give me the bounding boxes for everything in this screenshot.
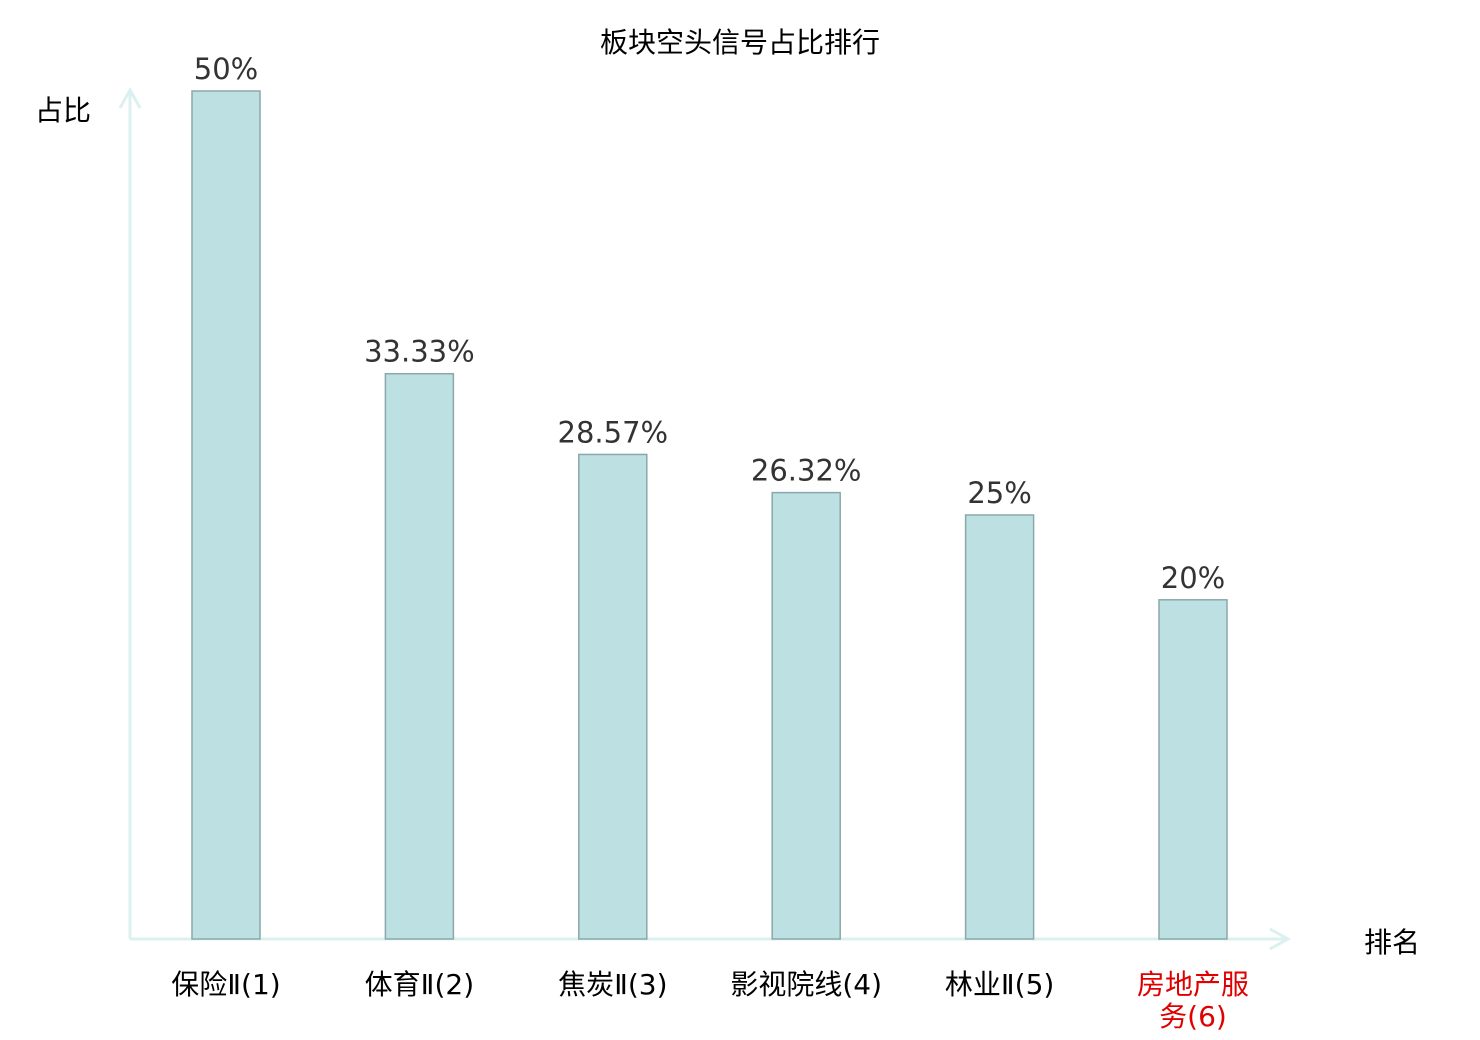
data-label: 25% <box>967 476 1031 510</box>
data-label: 50% <box>194 52 258 86</box>
bar <box>384 372 455 940</box>
x-tick-label: 影视院线(4) <box>730 968 882 1001</box>
x-axis-arrow <box>1269 927 1292 951</box>
x-axis-label: 排名 <box>1364 926 1420 959</box>
data-label: 20% <box>1161 561 1225 595</box>
data-label: 33.33% <box>364 335 475 369</box>
x-tick-label: 房地产服 <box>1137 968 1249 1001</box>
y-axis-arrow <box>118 86 142 109</box>
x-tick-label: 务(6) <box>1159 1000 1227 1033</box>
chart-title: 板块空头信号占比排行 <box>600 26 880 59</box>
x-tick-label: 焦炭Ⅱ(3) <box>558 968 667 1001</box>
bar <box>964 514 1035 940</box>
bar <box>1158 599 1228 940</box>
x-tick-label: 保险Ⅱ(1) <box>171 968 280 1001</box>
bar <box>191 90 261 940</box>
x-tick-label: 林业Ⅱ(5) <box>945 968 1054 1001</box>
y-axis-label: 占比 <box>35 94 91 127</box>
bar <box>578 453 648 940</box>
x-tick-label: 体育Ⅱ(2) <box>365 968 474 1001</box>
bar <box>771 491 841 940</box>
data-label: 28.57% <box>558 415 669 449</box>
data-label: 26.32% <box>751 454 862 488</box>
